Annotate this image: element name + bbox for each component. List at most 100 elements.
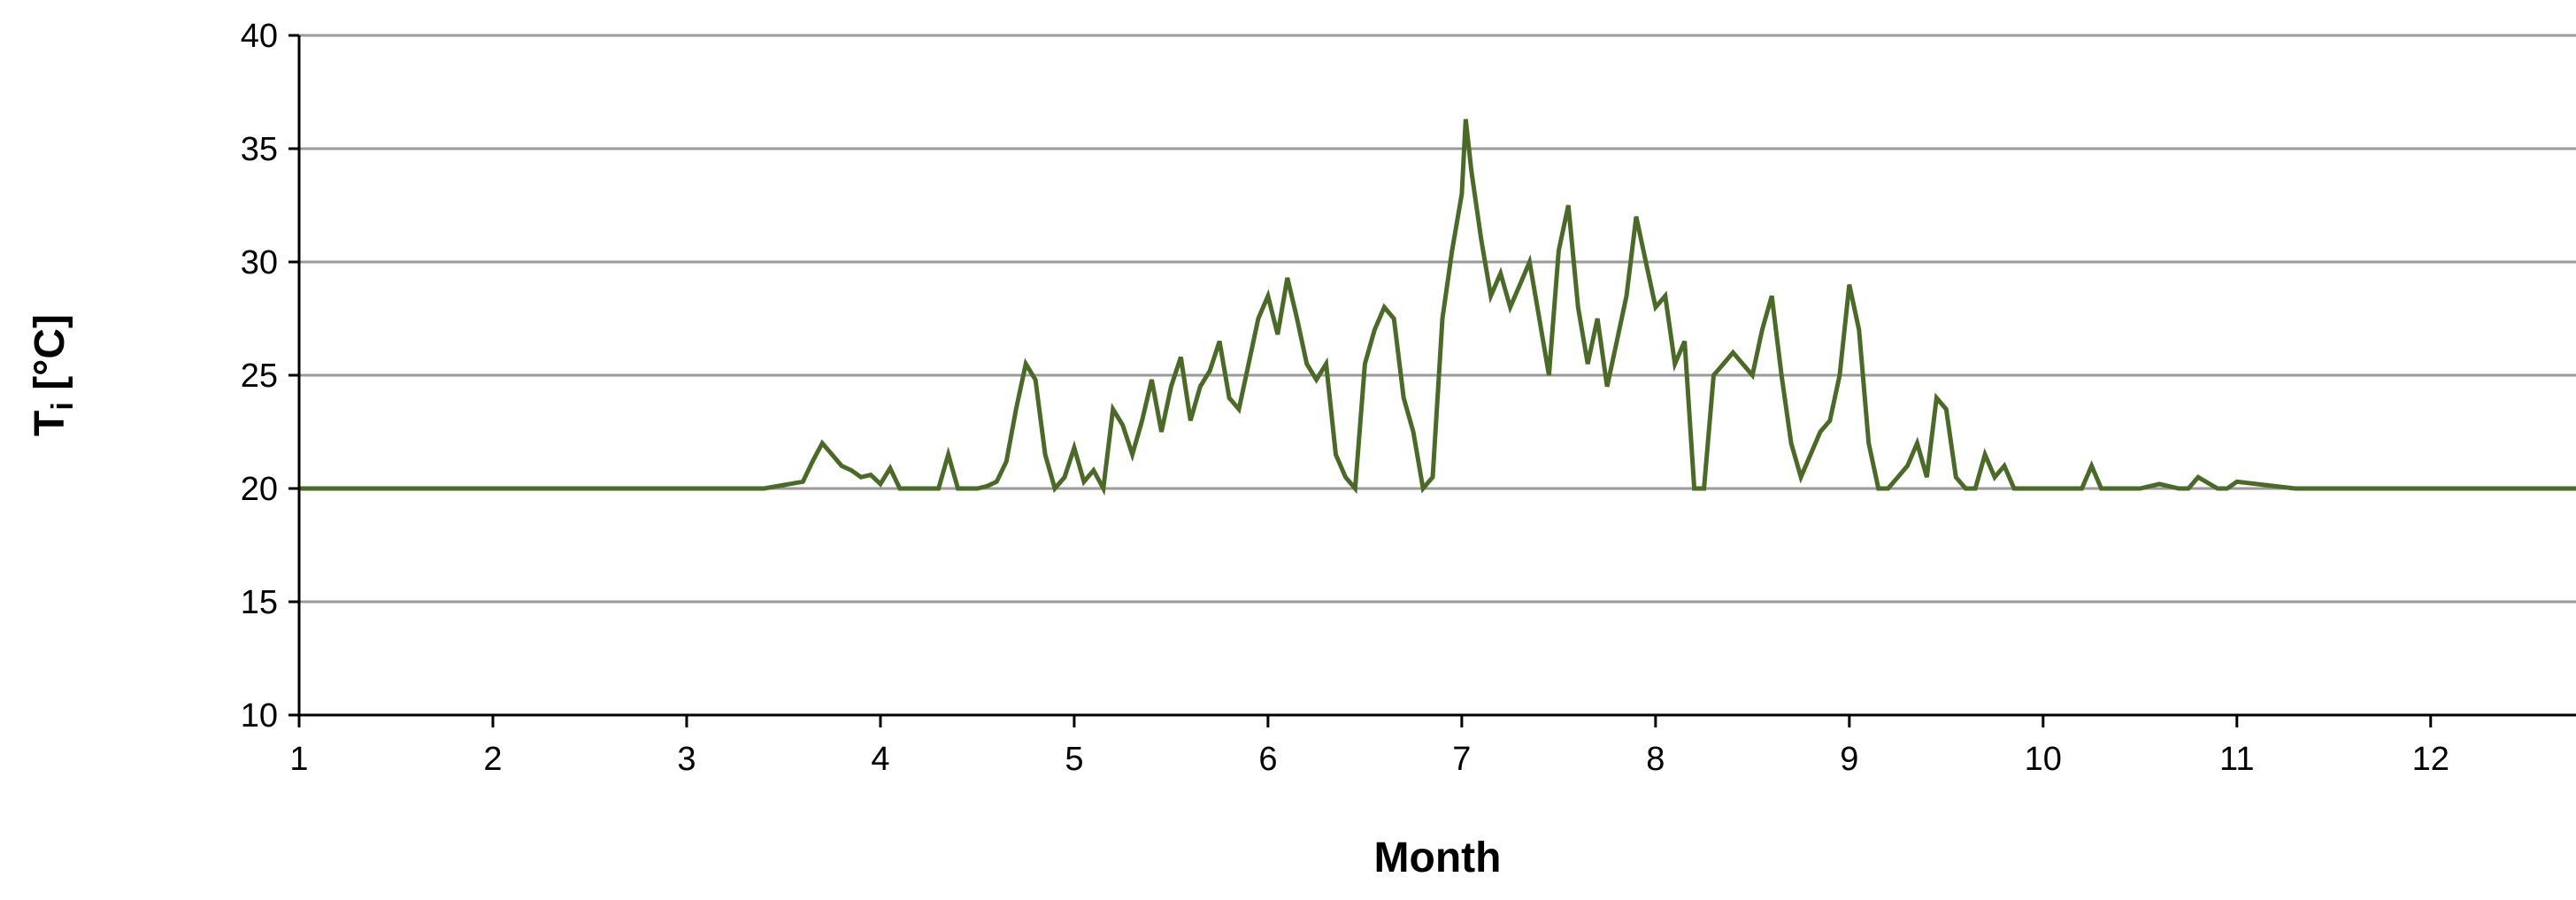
data-point (899, 488, 901, 489)
data-point (1432, 476, 1434, 478)
data-point (1732, 351, 1734, 353)
data-point (1383, 306, 1385, 308)
data-point (1248, 363, 1250, 365)
data-point (647, 488, 649, 489)
data-point (831, 454, 833, 456)
data-point (1955, 476, 1957, 478)
data-point (2003, 465, 2005, 466)
x-tick-label-5: 5 (1065, 741, 1083, 778)
data-point (1170, 386, 1172, 388)
x-tick-label-7: 7 (1452, 741, 1471, 778)
data-point (1616, 341, 1618, 342)
data-point (1316, 379, 1318, 381)
data-point (986, 485, 988, 487)
data-point (1005, 460, 1007, 462)
y-tick-label-10: 10 (241, 697, 278, 735)
data-point (1083, 481, 1085, 482)
data-point (2158, 483, 2160, 485)
data-point (1471, 171, 1473, 173)
data-point (1122, 424, 1124, 426)
data-point (2119, 488, 2121, 489)
x-tick-label-10: 10 (2025, 741, 2062, 778)
data-point (1480, 238, 1482, 240)
data-point (938, 488, 940, 489)
data-point (1557, 250, 1559, 251)
data-point (1189, 419, 1191, 421)
data-point (1025, 363, 1027, 365)
data-point (996, 481, 997, 482)
data-point (957, 488, 959, 489)
data-point (1965, 488, 1966, 489)
data-point (1054, 488, 1056, 489)
y-tick-label-25: 25 (241, 358, 278, 395)
data-point (1567, 204, 1569, 206)
data-point (1878, 488, 1880, 489)
data-point (1277, 334, 1279, 335)
data-point (811, 460, 813, 462)
data-point (1461, 193, 1463, 195)
data-point (1403, 397, 1404, 399)
data-point (1151, 379, 1153, 381)
data-point (1703, 488, 1705, 489)
data-point (1674, 363, 1676, 365)
data-point (1335, 454, 1337, 456)
data-point (2507, 488, 2509, 489)
data-point (1519, 284, 1521, 286)
data-point (850, 470, 852, 472)
data-point (1790, 442, 1792, 444)
data-point (1645, 261, 1647, 263)
x-tick-label-6: 6 (1258, 741, 1277, 778)
data-point (1373, 329, 1375, 331)
x-tick-label-11: 11 (2219, 741, 2254, 778)
data-point (705, 488, 707, 489)
data-point (1287, 277, 1288, 279)
series-line-0 (299, 119, 2576, 496)
data-point (2042, 488, 2044, 489)
x-tick-label-12: 12 (2412, 741, 2449, 778)
data-point (2139, 488, 2141, 489)
data-point (1935, 397, 1937, 399)
data-point (1800, 476, 1802, 478)
data-point (860, 476, 862, 478)
data-point (1713, 374, 1715, 376)
y-axis-title-subscript: i (46, 402, 80, 410)
data-point (1112, 408, 1114, 410)
data-point (870, 474, 872, 476)
data-point (1180, 357, 1181, 358)
data-point (2013, 488, 2015, 489)
y-tick-label-15: 15 (241, 584, 278, 621)
grid-lines (299, 34, 2576, 604)
data-point (1635, 216, 1637, 218)
data-point (1974, 488, 1976, 489)
data-point (1868, 442, 1870, 444)
y-tick-label-30: 30 (241, 244, 278, 281)
x-tick-label-2: 2 (483, 741, 502, 778)
data-point (1015, 408, 1017, 410)
data-point (1422, 488, 1424, 489)
data-point (2197, 476, 2199, 478)
data-point (1199, 386, 1201, 388)
data-point (1034, 379, 1036, 381)
data-point (802, 481, 804, 482)
y-axis-title-unit: [°C] (27, 314, 73, 402)
data-point (1694, 488, 1696, 489)
data-point (1451, 250, 1453, 251)
data-point (414, 488, 416, 489)
axes (288, 34, 2576, 727)
x-axis-title: Month (1374, 835, 1502, 881)
data-point (1510, 306, 1511, 308)
x-tick-label-4: 4 (871, 741, 889, 778)
data-point (976, 488, 978, 489)
data-point (1945, 408, 1947, 410)
y-axis-title: Ti [°C] (27, 314, 80, 436)
data-point (357, 488, 358, 489)
data-point (1780, 374, 1782, 376)
data-point (1984, 454, 1986, 456)
data-point (2226, 488, 2228, 489)
data-point (2352, 488, 2354, 489)
data-point (1209, 370, 1211, 372)
y-tick-label-20: 20 (241, 471, 278, 508)
data-point (1606, 386, 1608, 388)
data-point (1722, 363, 1724, 365)
data-point (821, 442, 823, 444)
